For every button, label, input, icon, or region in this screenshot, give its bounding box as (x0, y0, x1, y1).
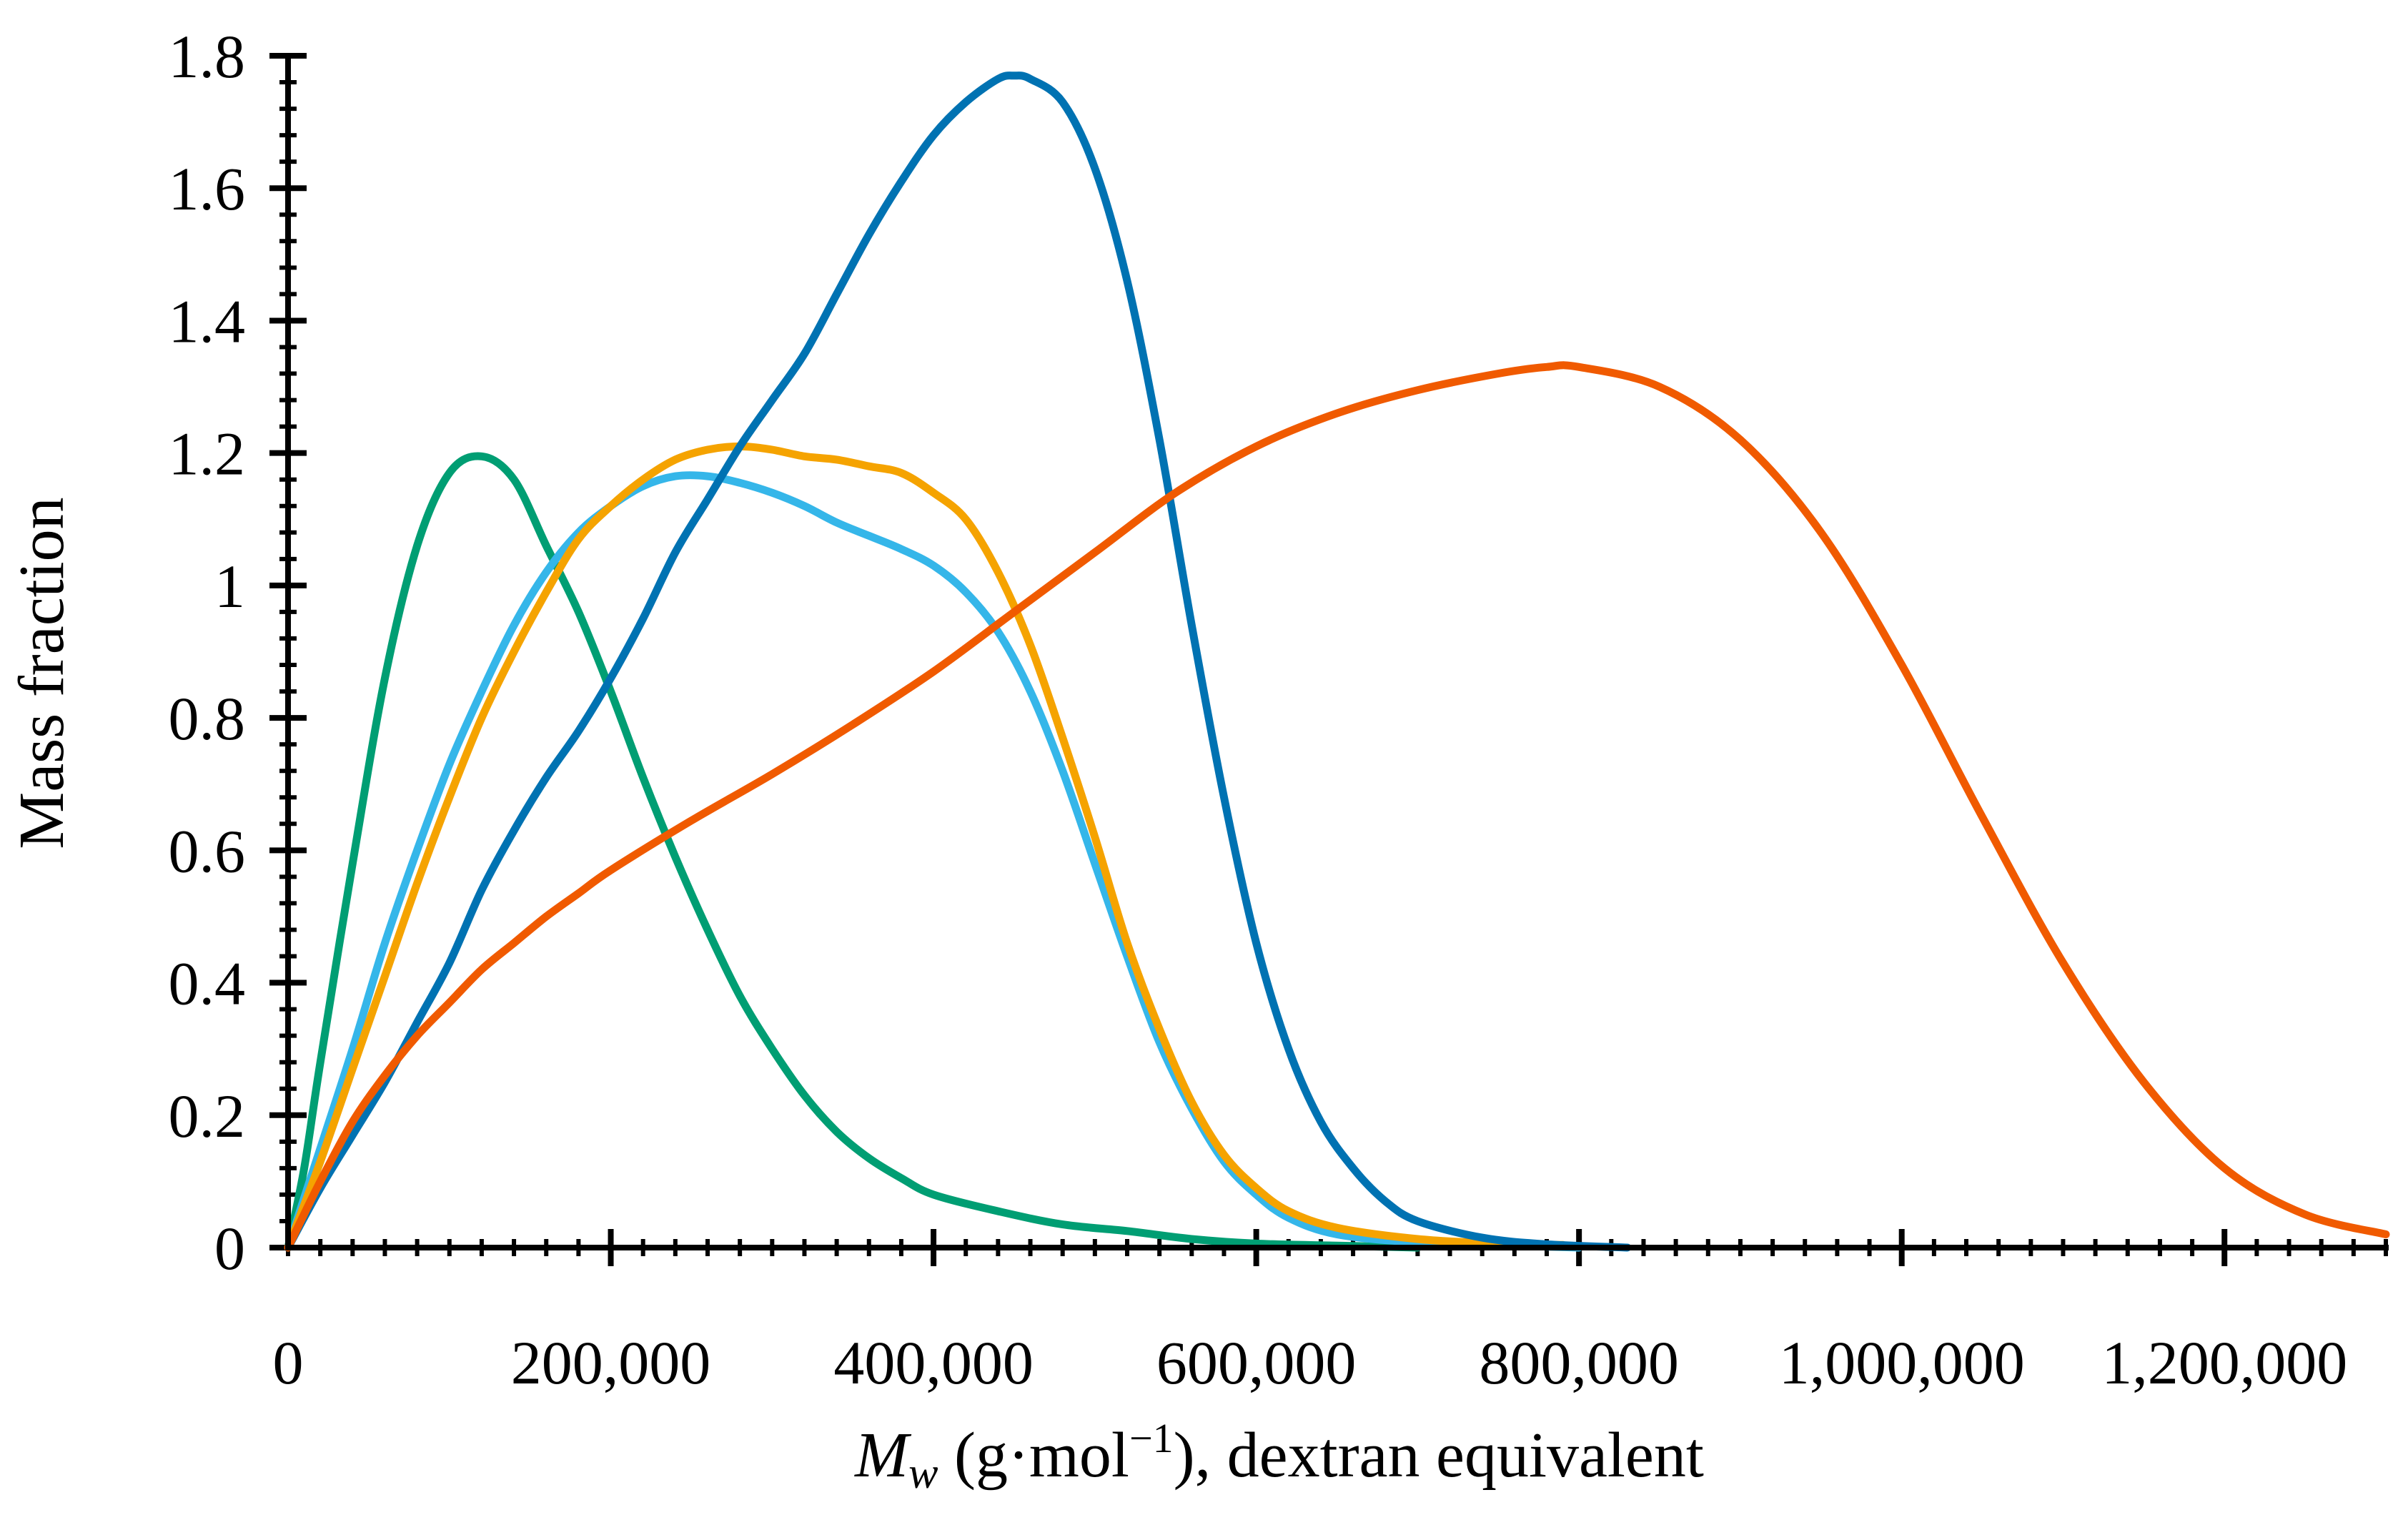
x-axis-title-superscript: −1 (1129, 1415, 1174, 1461)
y-tick-label: 1.4 (169, 287, 246, 355)
y-tick-label: 0.4 (169, 949, 246, 1018)
x-axis-title-subscript: w (908, 1449, 938, 1498)
x-tick-label: 1,200,000 (2101, 1328, 2347, 1397)
x-tick-label: 400,000 (833, 1328, 1034, 1397)
series-line-3 (284, 442, 1567, 1252)
y-tick-label: 1.6 (169, 154, 246, 223)
x-tick-label: 1,000,000 (1779, 1328, 2025, 1397)
x-tick-label: 600,000 (1156, 1328, 1357, 1397)
series-layer (284, 71, 2390, 1252)
series-line-5 (284, 361, 2390, 1252)
y-tick-label: 0 (214, 1214, 245, 1283)
x-tick-label: 0 (273, 1328, 304, 1397)
y-tick-label: 0.6 (169, 816, 246, 885)
x-axis-title-rest: (g·mol (938, 1420, 1129, 1491)
y-tick-labels: 0 0.2 0.4 0.6 0.8 1 1.2 1.4 1.6 1.8 (169, 22, 246, 1283)
axes-layer (285, 53, 2389, 1250)
y-tick-label: 1.8 (169, 22, 246, 91)
x-tick-label: 800,000 (1479, 1328, 1679, 1397)
major-ticks (269, 53, 2228, 1266)
y-axis-title: Mass fraction (6, 497, 77, 849)
y-tick-label: 0.8 (169, 684, 246, 753)
x-axis-title-tail: ), dextran equivalent (1174, 1420, 1704, 1491)
series-line-4 (284, 71, 1632, 1252)
x-axis-title: Mw (g·mol−1), dextran equivalent (853, 1415, 1704, 1498)
series-line-1 (284, 452, 1422, 1252)
y-tick-label: 0.2 (169, 1082, 246, 1150)
x-tick-label: 200,000 (511, 1328, 711, 1397)
x-axis-title-symbol: M (853, 1420, 912, 1491)
y-tick-label: 1.2 (169, 420, 246, 488)
series-line-2 (284, 471, 1583, 1252)
x-tick-labels: 0 200,000 400,000 600,000 800,000 1,000,000 1,… (273, 1328, 2348, 1397)
y-tick-label: 1 (214, 552, 245, 621)
